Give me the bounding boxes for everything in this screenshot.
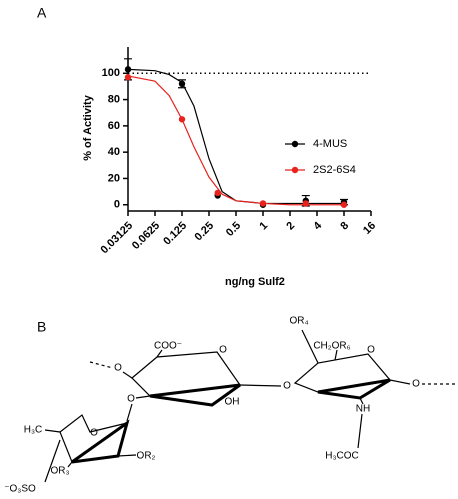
x-tick-label: 0.0625 (130, 220, 162, 252)
legend-label: 4-MUS (313, 138, 347, 150)
bond (334, 349, 338, 361)
atom-label: O (219, 345, 227, 356)
bond (239, 384, 282, 387)
bond (89, 361, 114, 369)
atom-label: OR₂ (137, 451, 156, 462)
x-tick-label: 0.25 (193, 220, 217, 244)
panel-label: A (37, 5, 47, 21)
x-tick-label: 0.03125 (99, 220, 136, 257)
y-tick-label: 20 (108, 172, 120, 184)
data-point (302, 200, 309, 207)
y-tick-label: 80 (108, 93, 120, 105)
ring-front (317, 378, 391, 400)
x-tick-label: 0.5 (224, 220, 243, 239)
atom-label: CH₂OR₆ (313, 341, 350, 352)
data-point (124, 66, 132, 73)
fit-curve (127, 75, 344, 206)
legend-marker (291, 166, 299, 174)
structure: B O COO⁻ O OH O OR₄ CH₂OR₆ O NH H₃COC O O H₃C O OR₂ OR₃… (4, 316, 455, 495)
atom-label: O (127, 394, 135, 405)
y-tick-label: 100 (102, 67, 120, 79)
atom-label: O (283, 381, 291, 392)
x-tick-label: 8 (338, 220, 351, 233)
atom-label: ⁻O₃SO (4, 484, 36, 495)
atom-label: OH (225, 397, 240, 408)
bond (67, 461, 73, 468)
data-point (178, 80, 186, 88)
y-axis-label: % of Activity (82, 94, 94, 160)
bond (301, 329, 319, 364)
legend-marker (291, 140, 299, 148)
bond (359, 397, 364, 405)
x-tick-label: 0.125 (161, 220, 189, 248)
atom-label: OR₃ (50, 466, 69, 477)
y-tick-label: 60 (108, 120, 120, 132)
bond (44, 429, 61, 433)
atom-label: O (367, 345, 375, 356)
x-tick-label: 16 (361, 220, 378, 237)
bond (357, 413, 363, 449)
data-point (124, 74, 132, 81)
fit-curve (127, 68, 344, 205)
atom-label: NH (356, 404, 370, 415)
atom-label: H₃C (24, 425, 43, 436)
x-tick-label: 2 (284, 220, 297, 233)
ring-front (71, 419, 130, 464)
data-point (259, 200, 267, 207)
data-point (340, 201, 348, 208)
bond (122, 371, 133, 379)
atom-label: O (90, 428, 98, 439)
bond (389, 379, 411, 385)
bond (117, 454, 137, 457)
x-tick-label: 4 (311, 219, 324, 232)
ring (293, 353, 391, 399)
atom-label: O (114, 363, 122, 374)
y-tick-label: 0 (114, 199, 120, 211)
bond (211, 397, 223, 406)
bond (135, 395, 151, 399)
ring-front (149, 383, 241, 407)
bond (126, 403, 133, 422)
panel-label: B (37, 319, 46, 335)
legend-label: 2S2-6S4 (313, 164, 356, 176)
data-point (178, 116, 186, 123)
atom-label: H₃COC (325, 451, 359, 462)
bond (156, 349, 163, 358)
x-axis-label: ng/ng Sulf2 (225, 276, 285, 288)
data-point (214, 189, 221, 197)
x-tick-label: 1 (257, 220, 270, 233)
atom-label: OR₄ (289, 316, 308, 327)
y-tick-label: 40 (108, 146, 120, 158)
atom-label: O (412, 379, 420, 390)
atom-label: COO⁻ (154, 341, 182, 352)
bond (44, 439, 61, 483)
